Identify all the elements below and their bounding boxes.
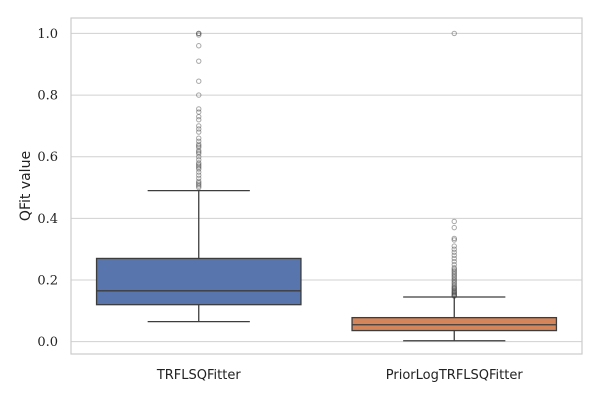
outlier-point	[451, 278, 457, 285]
outlier-point	[196, 135, 202, 141]
outlier-point	[196, 43, 202, 49]
outlier-point	[196, 147, 202, 154]
outlier-point	[196, 129, 202, 135]
outlier-point	[451, 258, 457, 265]
outlier-point	[196, 32, 202, 38]
x-tick-label: TRFLSQFitter	[156, 368, 242, 383]
y-axis-ticks: 0.0 0.2 0.4 0.6 0.8 1.0	[37, 27, 58, 350]
outlier-point	[196, 58, 202, 64]
outlier-point	[196, 166, 202, 172]
outlier-point	[196, 184, 202, 191]
outlier-point	[451, 261, 457, 268]
outlier-point	[451, 237, 457, 243]
outlier-point	[451, 277, 457, 283]
y-tick-label: 0.2	[37, 274, 58, 289]
outlier-point	[451, 281, 457, 288]
outlier-point	[196, 144, 202, 151]
outlier-point	[196, 117, 202, 123]
outlier-point	[451, 246, 457, 252]
outlier-point	[451, 292, 457, 298]
outlier-point	[451, 284, 457, 291]
outlier-point	[451, 293, 457, 299]
outlier-point	[451, 255, 457, 262]
outlier-point	[196, 183, 202, 189]
outlier-point	[451, 272, 457, 279]
outlier-point	[196, 157, 202, 163]
outlier-point	[196, 113, 202, 120]
outlier-point	[451, 218, 457, 225]
outlier-point	[451, 271, 457, 277]
outlier-point	[196, 106, 202, 112]
outlier-point	[196, 175, 202, 181]
outlier-point	[451, 249, 457, 255]
outlier-point	[196, 141, 202, 148]
y-tick-label: 0.0	[37, 335, 58, 350]
outlier-point	[196, 92, 202, 98]
outlier-point	[451, 252, 457, 259]
outlier-point	[196, 164, 202, 171]
outlier-point	[451, 288, 457, 295]
outlier-point	[196, 126, 202, 132]
outlier-point	[196, 161, 202, 168]
outlier-point	[196, 154, 202, 160]
outlier-point	[196, 149, 202, 155]
outlier-point	[451, 285, 457, 292]
plot-frame	[70, 17, 583, 355]
x-tick-label: PriorLogTRFLSQFitter	[386, 368, 524, 383]
outlier-point	[451, 235, 457, 242]
outlier-point	[451, 292, 457, 299]
outlier-point	[196, 138, 202, 145]
y-tick-label: 0.8	[37, 89, 58, 104]
outlier-point	[196, 172, 202, 178]
outlier-point	[451, 264, 457, 271]
outlier-point	[451, 266, 457, 272]
y-tick-label: 1.0	[37, 27, 58, 42]
outlier-point	[451, 274, 457, 280]
outlier-point	[196, 109, 202, 115]
outlier-point	[451, 291, 457, 297]
outlier-point	[451, 269, 457, 276]
outlier-point	[451, 290, 457, 296]
outlier-point	[196, 150, 202, 157]
outlier-point	[196, 160, 202, 166]
outlier-point	[451, 275, 457, 282]
outlier-point	[451, 30, 457, 37]
y-tick-label: 0.6	[37, 150, 58, 165]
outlier-point	[196, 143, 202, 149]
x-axis-labels: TRFLSQFitter PriorLogTRFLSQFitter	[156, 368, 524, 383]
iqr-box	[95, 257, 302, 306]
outlier-point	[196, 178, 202, 185]
outlier-point	[451, 289, 457, 296]
outlier-point	[196, 78, 202, 84]
outlier-point	[196, 181, 202, 188]
y-axis-title: QFit value	[18, 151, 34, 221]
outlier-point	[451, 280, 457, 286]
outlier-point	[196, 180, 202, 186]
outlier-point	[451, 243, 457, 249]
outlier-point	[451, 286, 457, 292]
outlier-point	[196, 169, 202, 175]
outlier-point	[196, 163, 202, 169]
outlier-point	[196, 123, 202, 129]
box-1	[95, 30, 302, 323]
outlier-point	[196, 30, 202, 37]
outlier-point	[196, 30, 202, 37]
y-tick-label: 0.4	[37, 212, 58, 227]
box-series	[95, 30, 558, 342]
outlier-point	[451, 287, 457, 294]
outlier-point	[451, 283, 457, 289]
outlier-point	[451, 268, 457, 274]
outlier-point	[451, 224, 457, 231]
box-2	[351, 30, 558, 342]
